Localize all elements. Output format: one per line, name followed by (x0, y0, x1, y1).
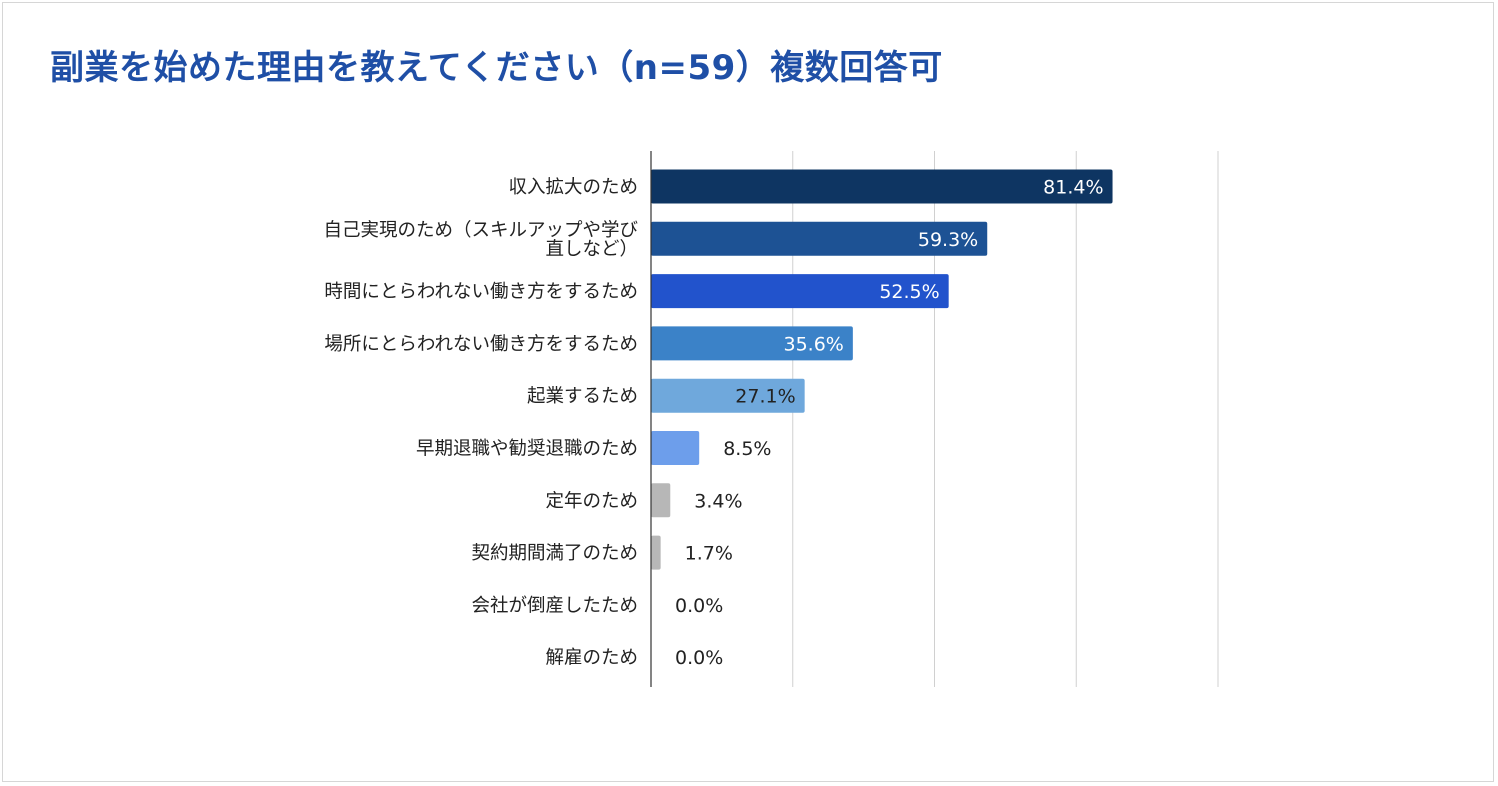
bar (651, 483, 671, 518)
category-label: 契約期間満了のため (471, 543, 638, 564)
data-label: 3.4% (694, 490, 742, 512)
bar (651, 169, 1113, 204)
category-label: 収入拡大のため (508, 177, 638, 198)
category-label: 時間にとらわれない働き方をするため (324, 282, 638, 303)
bar (651, 274, 949, 309)
category-label: 場所にとらわれない働き方をするため (324, 334, 638, 355)
category-label: 早期退職や勧奨退職のため (416, 439, 638, 460)
bar (651, 326, 853, 361)
category-label: 定年のため (545, 491, 638, 512)
bar (651, 378, 805, 413)
bar (651, 431, 700, 465)
data-label: 35.6% (783, 333, 843, 355)
category-label: 自己実現のため（スキルアップや学び直しなど） (323, 220, 638, 260)
data-label: 8.5% (723, 438, 771, 460)
category-label: 起業するため (527, 386, 638, 407)
chart-title: 副業を始めた理由を教えてください（n=59）複数回答可 (50, 48, 943, 88)
data-label: 1.7% (685, 543, 733, 565)
data-label: 52.5% (879, 281, 939, 303)
data-label: 59.3% (918, 229, 978, 251)
data-label: 27.1% (735, 386, 795, 408)
bar (651, 221, 988, 256)
data-label: 0.0% (675, 595, 723, 617)
data-label: 81.4% (1043, 177, 1103, 199)
bar (651, 535, 661, 570)
category-label: 会社が倒産したため (471, 595, 638, 616)
category-label: 解雇のため (545, 648, 638, 669)
data-label: 0.0% (675, 647, 723, 669)
